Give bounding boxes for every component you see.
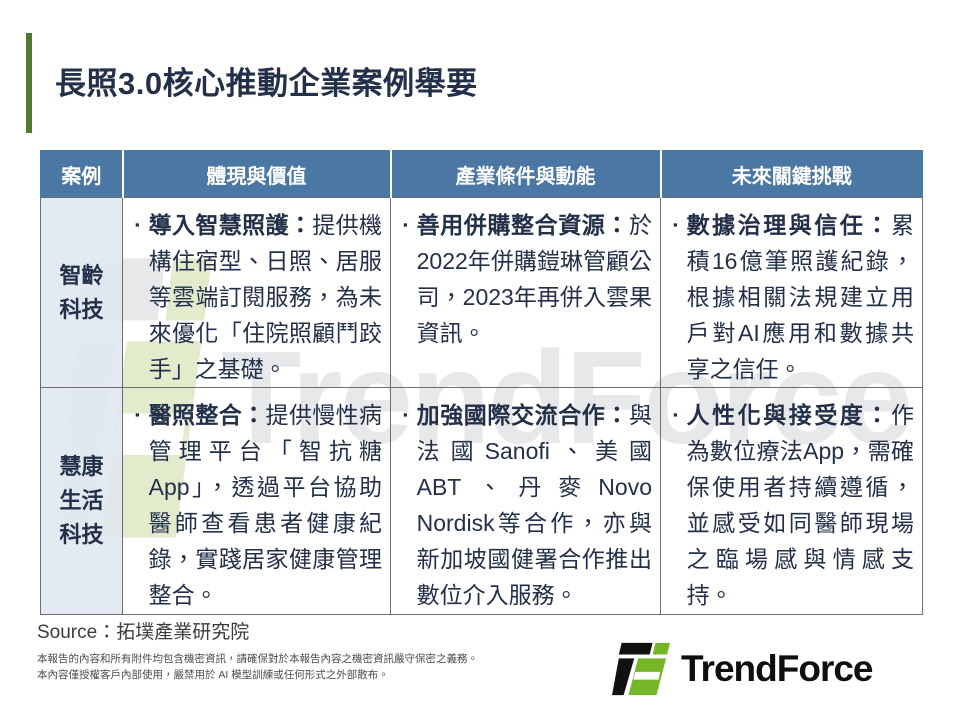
table-cell: ▪ 醫照整合：提供慢性病管理平台「智抗糖App」，透過平台協助醫師查看患者健康紀… <box>122 387 391 615</box>
bullet-icon: ▪ <box>403 407 408 422</box>
cell-rest: 提供慢性病管理平台「智抗糖App」，透過平台協助醫師查看患者健康紀錄，實踐居家健… <box>148 402 383 608</box>
cell-lead: 數據治理與信任： <box>686 212 891 238</box>
disclaimer-line-1: 本報告的內容和所有附件均包含機密資訊，請確保對於本報告內容之機密資訊嚴守保密之義… <box>37 653 478 665</box>
table-row-jubo: 智齡 科技 ▪ 導入智慧照護：提供機構住宿型、日照、居服等雲端訂閱服務，為未來優… <box>40 197 923 388</box>
header-case: 案例 <box>40 150 123 198</box>
title-accent-bar <box>26 33 32 133</box>
trendforce-logo: TrendForce <box>610 641 873 697</box>
cell-text: 導入智慧照護：提供機構住宿型、日照、居服等雲端訂閱服務，為未來優化「住院照顧鬥跤… <box>149 207 382 387</box>
cell-text: 醫照整合：提供慢性病管理平台「智抗糖App」，透過平台協助醫師查看患者健康紀錄，… <box>149 397 382 613</box>
cell-text: 數據治理與信任：累積16億筆照護紀錄，根據相關法規建立用戶對AI應用和數據共享之… <box>687 207 914 387</box>
trendforce-logo-icon <box>612 642 670 696</box>
bullet-item: ▪ 人性化與接受度：作為數位療法App，需確保使用者持續遵循，並感受如同醫師現場… <box>673 397 914 613</box>
bullet-icon: ▪ <box>135 217 140 232</box>
table-row-health2sync: 慧康 生活 科技 ▪ 醫照整合：提供慢性病管理平台「智抗糖App」，透過平台協助… <box>40 387 923 615</box>
cell-rest: 累積16億筆照護紀錄，根據相關法規建立用戶對AI應用和數據共享之信任。 <box>686 212 914 382</box>
header-value: 體現與價值 <box>121 150 391 198</box>
cell-lead: 加強國際交流合作： <box>416 402 629 428</box>
table-cell: ▪ 善用併購整合資源：於2022年併購鎧琳管顧公司，2023年再併入雲果資訊。 <box>390 197 661 388</box>
table-cell: ▪ 導入智慧照護：提供機構住宿型、日照、居服等雲端訂閱服務，為未來優化「住院照顧… <box>122 197 391 388</box>
bullet-icon: ▪ <box>673 217 678 232</box>
table-cell: ▪ 人性化與接受度：作為數位療法App，需確保使用者持續遵循，並感受如同醫師現場… <box>660 387 923 615</box>
page-title: 長照3.0核心推動企業案例舉要 <box>55 66 478 101</box>
header-challenge: 未來關鍵挑戰 <box>659 150 923 198</box>
bullet-item: ▪ 導入智慧照護：提供機構住宿型、日照、居服等雲端訂閱服務，為未來優化「住院照顧… <box>135 207 382 387</box>
cell-lead: 善用併購整合資源： <box>416 212 629 238</box>
disclaimer: 本報告的內容和所有附件均包含機密資訊，請確保對於本報告內容之機密資訊嚴守保密之義… <box>37 651 478 683</box>
disclaimer-line-2: 本內容僅授權客戶內部使用，嚴禁用於 AI 模型訓練或任何形式之外部散布。 <box>37 669 389 681</box>
bullet-item: ▪ 善用併購整合資源：於2022年併購鎧琳管顧公司，2023年再併入雲果資訊。 <box>403 207 652 351</box>
company-name: 慧康 生活 科技 <box>40 387 123 615</box>
trendforce-logo-text: TrendForce <box>681 648 873 689</box>
table-cell: ▪ 數據治理與信任：累積16億筆照護紀錄，根據相關法規建立用戶對AI應用和數據共… <box>660 197 923 388</box>
table-cell: ▪ 加強國際交流合作：與法國Sanofi、美國ABT、丹麥Novo Nordis… <box>390 387 661 615</box>
header-industry: 產業條件與動能 <box>389 150 661 198</box>
table-container: TrendForce 案例 體現與價值 產業條件與動能 未來關鍵挑戰 智齡 科技… <box>40 150 923 615</box>
cell-lead: 導入智慧照護： <box>148 212 313 238</box>
bullet-icon: ▪ <box>403 217 408 232</box>
case-table: 案例 體現與價值 產業條件與動能 未來關鍵挑戰 智齡 科技 ▪ 導入智慧照護：提… <box>40 150 923 615</box>
cell-lead: 醫照整合： <box>148 402 266 428</box>
table-header-row: 案例 體現與價值 產業條件與動能 未來關鍵挑戰 <box>40 150 923 198</box>
cell-lead: 人性化與接受度： <box>686 402 891 428</box>
bullet-item: ▪ 醫照整合：提供慢性病管理平台「智抗糖App」，透過平台協助醫師查看患者健康紀… <box>135 397 382 613</box>
cell-text: 善用併購整合資源：於2022年併購鎧琳管顧公司，2023年再併入雲果資訊。 <box>417 207 652 351</box>
bullet-icon: ▪ <box>135 407 140 422</box>
source-label: Source：拓墣產業研究院 <box>37 622 250 643</box>
bullet-icon: ▪ <box>673 407 678 422</box>
cell-text: 人性化與接受度：作為數位療法App，需確保使用者持續遵循，並感受如同醫師現場之臨… <box>687 397 914 613</box>
cell-rest: 與法國Sanofi、美國ABT、丹麥Novo Nordisk等合作，亦與新加坡國… <box>416 402 652 608</box>
cell-rest: 於2022年併購鎧琳管顧公司，2023年再併入雲果資訊。 <box>416 212 652 346</box>
cell-text: 加強國際交流合作：與法國Sanofi、美國ABT、丹麥Novo Nordisk等… <box>417 397 652 613</box>
bullet-item: ▪ 數據治理與信任：累積16億筆照護紀錄，根據相關法規建立用戶對AI應用和數據共… <box>673 207 914 387</box>
cell-rest: 作為數位療法App，需確保使用者持續遵循，並感受如同醫師現場之臨場感與情感支持。 <box>686 402 914 608</box>
bullet-item: ▪ 加強國際交流合作：與法國Sanofi、美國ABT、丹麥Novo Nordis… <box>403 397 652 613</box>
company-name: 智齡 科技 <box>40 197 123 388</box>
